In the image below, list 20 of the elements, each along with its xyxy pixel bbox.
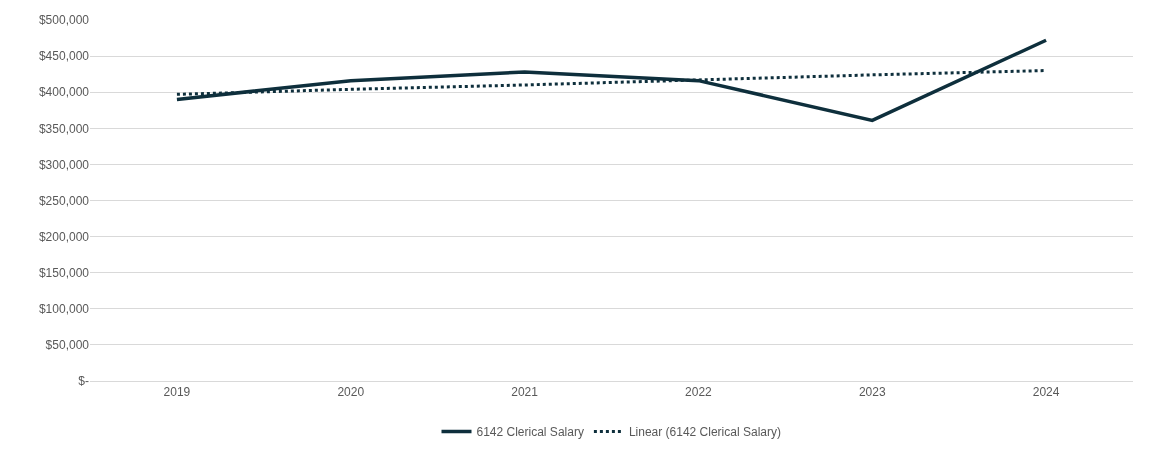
x-tick-label: 2021 [511, 385, 539, 400]
y-tick-label: $100,000 [38, 302, 90, 316]
y-tick-label: $400,000 [38, 85, 90, 100]
x-tick-label: 2019 [163, 385, 191, 400]
x-tick-label: 2022 [685, 385, 713, 400]
y-tick-label: $450,000 [38, 49, 90, 64]
y-tick-label: $150,000 [38, 265, 90, 280]
y-tick-label: $200,000 [38, 229, 90, 244]
x-tick-label: 2023 [858, 385, 886, 400]
x-tick-label: 2020 [337, 385, 365, 400]
y-tick-label: $350,000 [38, 121, 90, 136]
legend-label: 6142 Clerical Salary [476, 425, 584, 440]
y-tick-label: $250,000 [38, 193, 90, 208]
y-tick-label: $500,000 [38, 13, 90, 28]
line-series [175, 38, 1048, 123]
legend-label: Linear (6142 Clerical Salary) [628, 425, 781, 440]
y-tick-label: $50,000 [45, 338, 90, 353]
y-tick-label: $300,000 [38, 157, 90, 172]
x-tick-label: 2024 [1032, 385, 1060, 400]
y-tick-label: $- [78, 374, 89, 389]
